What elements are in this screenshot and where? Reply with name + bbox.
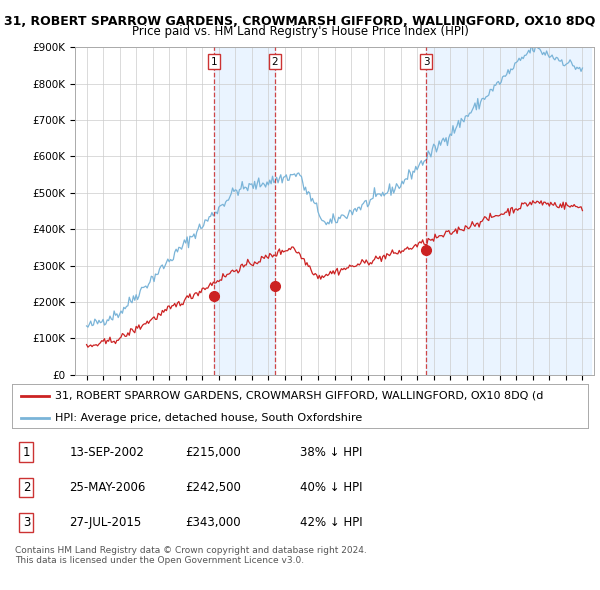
Text: 1: 1 xyxy=(23,445,30,459)
Text: 1: 1 xyxy=(211,57,217,67)
Text: Price paid vs. HM Land Registry's House Price Index (HPI): Price paid vs. HM Land Registry's House … xyxy=(131,25,469,38)
Text: 25-MAY-2006: 25-MAY-2006 xyxy=(70,481,146,494)
Bar xyxy=(214,47,275,375)
Text: 27-JUL-2015: 27-JUL-2015 xyxy=(70,516,142,529)
Text: 2: 2 xyxy=(23,481,30,494)
Text: 40% ↓ HPI: 40% ↓ HPI xyxy=(300,481,362,494)
Text: £242,500: £242,500 xyxy=(185,481,241,494)
Text: 42% ↓ HPI: 42% ↓ HPI xyxy=(300,516,362,529)
Text: 38% ↓ HPI: 38% ↓ HPI xyxy=(300,445,362,459)
Text: 31, ROBERT SPARROW GARDENS, CROWMARSH GIFFORD, WALLINGFORD, OX10 8DQ (d: 31, ROBERT SPARROW GARDENS, CROWMARSH GI… xyxy=(55,391,544,401)
Text: £343,000: £343,000 xyxy=(185,516,241,529)
Text: 13-SEP-2002: 13-SEP-2002 xyxy=(70,445,145,459)
Text: 31, ROBERT SPARROW GARDENS, CROWMARSH GIFFORD, WALLINGFORD, OX10 8DQ: 31, ROBERT SPARROW GARDENS, CROWMARSH GI… xyxy=(4,15,596,28)
Text: 2: 2 xyxy=(272,57,278,67)
Text: 3: 3 xyxy=(23,516,30,529)
Text: 3: 3 xyxy=(423,57,430,67)
Text: £215,000: £215,000 xyxy=(185,445,241,459)
Bar xyxy=(427,47,590,375)
Text: Contains HM Land Registry data © Crown copyright and database right 2024.
This d: Contains HM Land Registry data © Crown c… xyxy=(15,546,367,565)
Text: HPI: Average price, detached house, South Oxfordshire: HPI: Average price, detached house, Sout… xyxy=(55,413,362,423)
